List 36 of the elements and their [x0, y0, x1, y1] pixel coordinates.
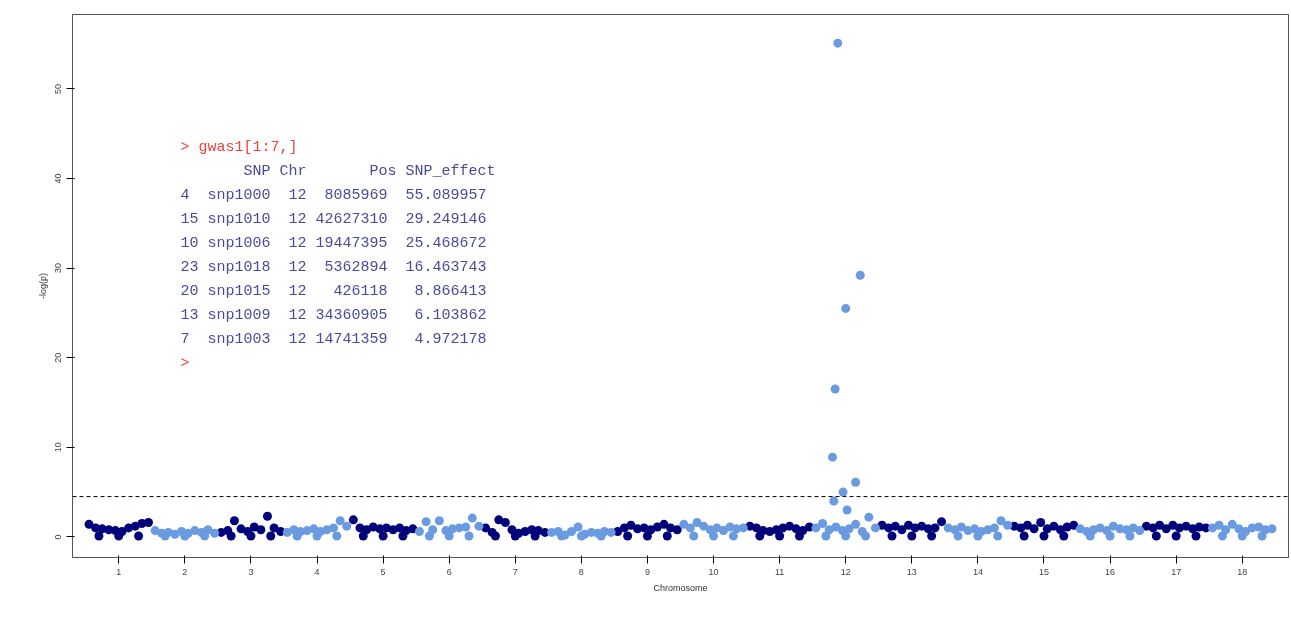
- x-tick-label: 7: [512, 566, 518, 577]
- annotation: 13 snp1009 12 34360905 6.103862: [180, 307, 487, 324]
- annotation: SNP Chr Pos SNP_effect: [180, 163, 496, 180]
- annotation: 15 snp1010 12 42627310 29.249146: [180, 211, 487, 228]
- y-tick-label: 0: [53, 534, 64, 540]
- x-tick-label: 6: [446, 566, 452, 577]
- x-axis-title: Chromosome: [653, 582, 708, 593]
- x-tick-label: 4: [314, 566, 320, 577]
- x-tick-label: 5: [380, 566, 386, 577]
- y-tick-label: 40: [53, 173, 64, 184]
- x-tick-label: 14: [972, 566, 983, 577]
- annotation: >: [180, 355, 190, 372]
- x-tick-label: 2: [182, 566, 188, 577]
- annotation: 23 snp1018 12 5362894 16.463743: [180, 259, 487, 276]
- annotation: 7 snp1003 12 14741359 4.972178: [180, 331, 487, 348]
- x-tick-label: 11: [774, 566, 785, 577]
- x-tick-label: 12: [840, 566, 851, 577]
- y-tick-label: 10: [53, 442, 64, 453]
- x-tick-label: 15: [1038, 566, 1049, 577]
- annotation: 10 snp1006 12 19447395 25.468672: [180, 235, 487, 252]
- y-tick-label: 50: [53, 83, 64, 94]
- annotation: 4 snp1000 12 8085969 55.089957: [180, 187, 487, 204]
- annotation: 20 snp1015 12 426118 8.866413: [180, 283, 487, 300]
- y-tick-label: 30: [53, 263, 64, 274]
- x-tick-label: 18: [1237, 566, 1248, 577]
- x-tick-label: 17: [1171, 566, 1182, 577]
- x-tick-label: 16: [1105, 566, 1116, 577]
- x-tick-label: 13: [906, 566, 917, 577]
- x-tick-label: 10: [708, 566, 719, 577]
- y-tick-label: 20: [53, 352, 64, 363]
- x-tick-label: 8: [578, 566, 584, 577]
- x-tick-label: 3: [248, 566, 254, 577]
- x-tick-label: 9: [644, 566, 650, 577]
- y-axis-title: -log(p): [37, 272, 48, 299]
- annotation: > gwas1[1:7,]: [180, 139, 298, 156]
- x-tick-label: 1: [116, 566, 122, 577]
